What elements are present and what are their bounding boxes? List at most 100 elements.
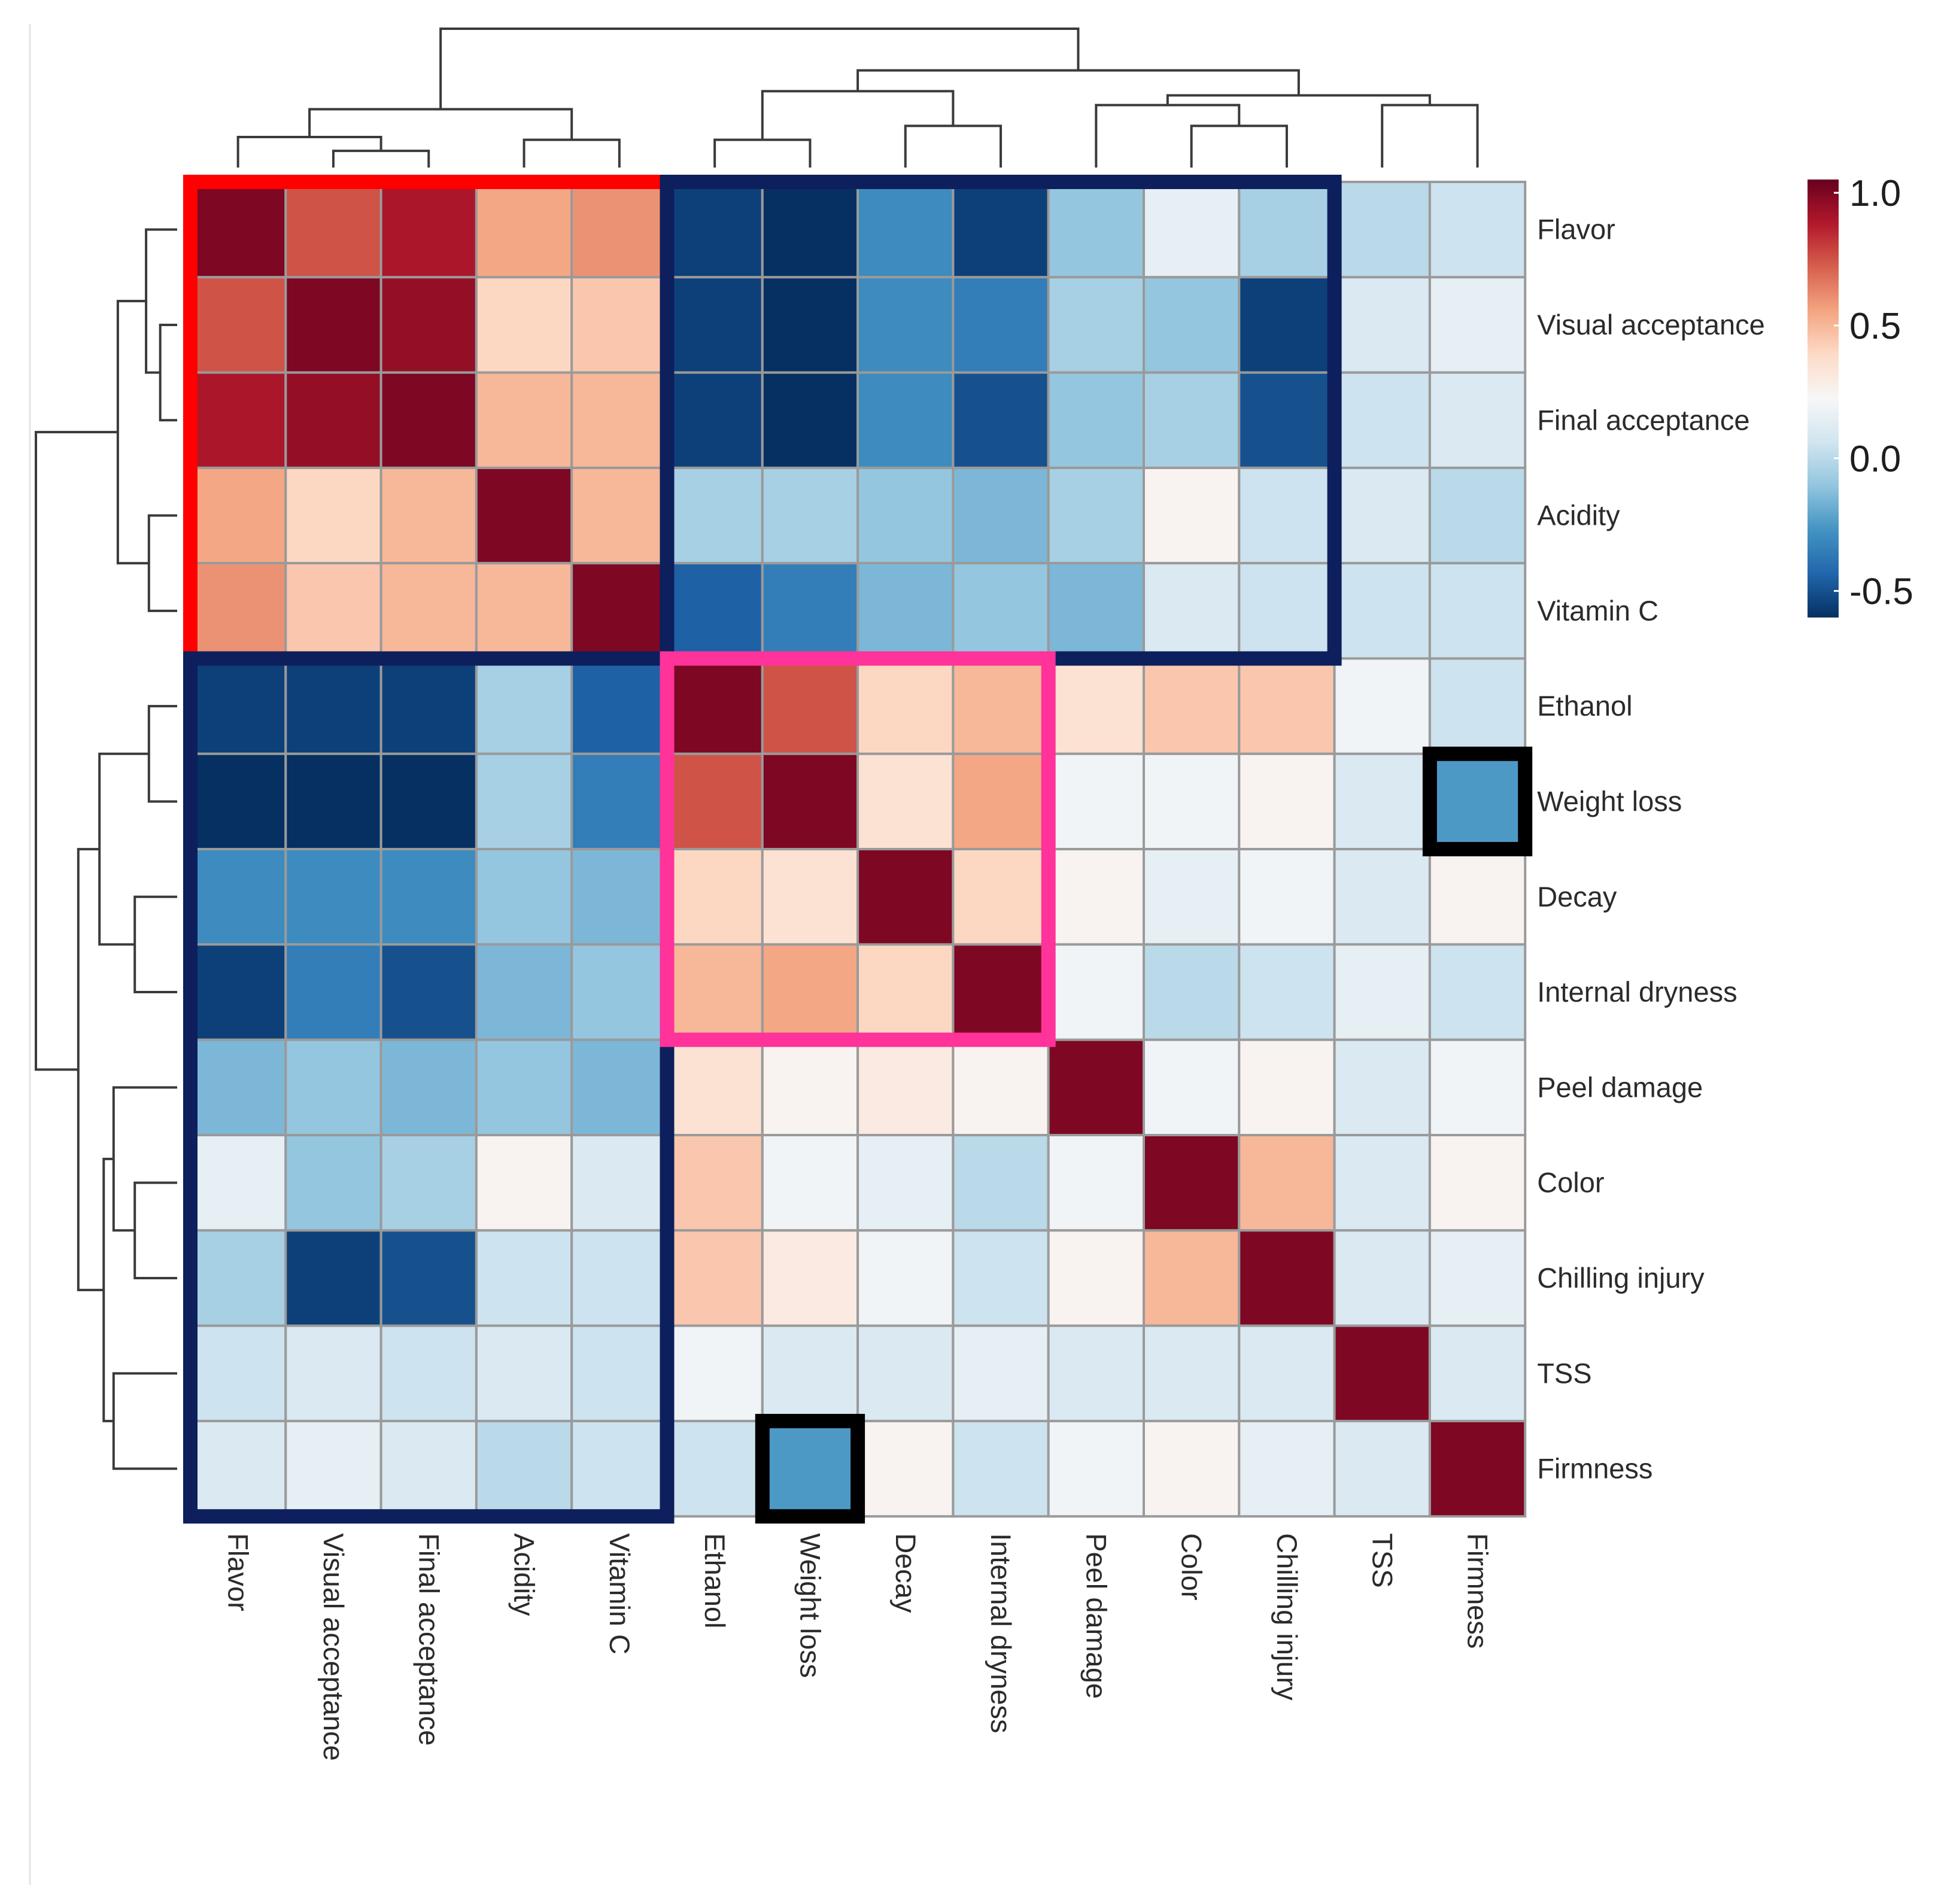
heatmap-cell-chilling-injury-x-final-acceptance — [379, 1229, 478, 1327]
row-label-chilling-injury: Chilling injury — [1537, 1262, 1705, 1294]
heatmap-cell-decay-x-vitamin-c — [570, 848, 669, 946]
heatmap-cell-internal-dryness-x-color — [1143, 943, 1241, 1041]
heatmap-cell-color-x-weight-loss — [761, 1134, 859, 1232]
heatmap-cell-final-acceptance-x-internal-dryness — [952, 371, 1050, 469]
row-label-ethanol: Ethanol — [1537, 690, 1632, 722]
heatmap-cell-firmness-x-acidity — [475, 1419, 573, 1518]
heatmap-cell-peel-damage-x-vitamin-c — [570, 1038, 669, 1136]
heatmap-cell-firmness-x-visual-acceptance — [284, 1419, 382, 1518]
heatmap-cell-visual-acceptance-x-acidity — [475, 276, 573, 374]
heatmap-cell-internal-dryness-x-firmness — [1428, 943, 1527, 1041]
heatmap-cell-visual-acceptance-x-internal-dryness — [952, 276, 1050, 374]
heatmap-cell-decay-x-firmness — [1428, 848, 1527, 946]
heatmap-cell-flavor-x-vitamin-c — [570, 181, 669, 279]
heatmap-cells — [189, 181, 1527, 1518]
heatmap-cell-internal-dryness-x-visual-acceptance — [284, 943, 382, 1041]
heatmap-cell-flavor-x-visual-acceptance — [284, 181, 382, 279]
heatmap-cell-weight-loss-x-peel-damage — [1047, 752, 1145, 851]
heatmap-cell-peel-damage-x-internal-dryness — [952, 1038, 1050, 1136]
heatmap-cell-firmness-x-firmness — [1428, 1419, 1527, 1518]
heatmap-cell-vitamin-c-x-flavor — [189, 562, 287, 660]
heatmap-cell-final-acceptance-x-final-acceptance — [379, 371, 478, 469]
heatmap-cell-internal-dryness-x-tss — [1333, 943, 1431, 1041]
heatmap-cell-acidity-x-final-acceptance — [379, 466, 478, 565]
heatmap-cell-tss-x-vitamin-c — [570, 1324, 669, 1422]
heatmap-cell-final-acceptance-x-weight-loss — [761, 371, 859, 469]
heatmap-cell-tss-x-internal-dryness — [952, 1324, 1050, 1422]
heatmap-cell-vitamin-c-x-internal-dryness — [952, 562, 1050, 660]
heatmap-cell-final-acceptance-x-vitamin-c — [570, 371, 669, 469]
heatmap-cell-tss-x-chilling-injury — [1238, 1324, 1336, 1422]
column-label-ethanol: Ethanol — [699, 1533, 731, 1628]
heatmap-cell-decay-x-chilling-injury — [1238, 848, 1336, 946]
column-label-weight-loss: Weight loss — [795, 1533, 827, 1678]
heatmap-cell-decay-x-peel-damage — [1047, 848, 1145, 946]
heatmap-cell-peel-damage-x-final-acceptance — [379, 1038, 478, 1136]
heatmap-cell-internal-dryness-x-chilling-injury — [1238, 943, 1336, 1041]
heatmap-cell-final-acceptance-x-tss — [1333, 371, 1431, 469]
heatmap-cell-final-acceptance-x-firmness — [1428, 371, 1527, 469]
heatmap-cell-decay-x-flavor — [189, 848, 287, 946]
heatmap-cell-flavor-x-tss — [1333, 181, 1431, 279]
heatmap-cell-weight-loss-x-final-acceptance — [379, 752, 478, 851]
heatmap-cell-chilling-injury-x-internal-dryness — [952, 1229, 1050, 1327]
heatmap-cell-acidity-x-weight-loss — [761, 466, 859, 565]
heatmap-cell-ethanol-x-decay — [856, 657, 955, 755]
heatmap-cell-internal-dryness-x-vitamin-c — [570, 943, 669, 1041]
heatmap-cell-chilling-injury-x-flavor — [189, 1229, 287, 1327]
heatmap-cell-vitamin-c-x-visual-acceptance — [284, 562, 382, 660]
heatmap-cell-vitamin-c-x-weight-loss — [761, 562, 859, 660]
heatmap-cell-visual-acceptance-x-decay — [856, 276, 955, 374]
heatmap-cell-flavor-x-acidity — [475, 181, 573, 279]
heatmap-cell-flavor-x-internal-dryness — [952, 181, 1050, 279]
row-label-internal-dryness: Internal dryness — [1537, 976, 1737, 1008]
column-label-tss: TSS — [1366, 1533, 1398, 1587]
heatmap-cell-decay-x-acidity — [475, 848, 573, 946]
heatmap-cell-internal-dryness-x-flavor — [189, 943, 287, 1041]
heatmap-cell-ethanol-x-firmness — [1428, 657, 1527, 755]
column-labels: Flavor Visual acceptance Final acceptance A… — [223, 1533, 1494, 1761]
colorbar-legend: 1.0 0.5 0.0 -0.5 — [1808, 173, 1913, 618]
heatmap-cell-ethanol-x-final-acceptance — [379, 657, 478, 755]
heatmap-cell-final-acceptance-x-color — [1143, 371, 1241, 469]
heatmap-cell-peel-damage-x-color — [1143, 1038, 1241, 1136]
heatmap-cell-vitamin-c-x-final-acceptance — [379, 562, 478, 660]
heatmap-cell-color-x-final-acceptance — [379, 1134, 478, 1232]
column-label-decay: Decay — [890, 1533, 922, 1613]
heatmap-cell-weight-loss-x-weight-loss — [761, 752, 859, 851]
heatmap-cell-ethanol-x-vitamin-c — [570, 657, 669, 755]
heatmap-cell-firmness-x-peel-damage — [1047, 1419, 1145, 1518]
heatmap-cell-color-x-vitamin-c — [570, 1134, 669, 1232]
heatmap-cell-internal-dryness-x-internal-dryness — [952, 943, 1050, 1041]
heatmap-cell-decay-x-weight-loss — [761, 848, 859, 946]
heatmap-cell-final-acceptance-x-acidity — [475, 371, 573, 469]
heatmap-cell-internal-dryness-x-weight-loss — [761, 943, 859, 1041]
heatmap-cell-peel-damage-x-weight-loss — [761, 1038, 859, 1136]
heatmap-cell-color-x-visual-acceptance — [284, 1134, 382, 1232]
heatmap-cell-vitamin-c-x-ethanol — [666, 562, 764, 660]
heatmap-cell-color-x-ethanol — [666, 1134, 764, 1232]
heatmap-cell-firmness-x-internal-dryness — [952, 1419, 1050, 1518]
heatmap-cell-tss-x-final-acceptance — [379, 1324, 478, 1422]
heatmap-cell-weight-loss-x-firmness — [1428, 752, 1527, 851]
heatmap-cell-color-x-firmness — [1428, 1134, 1527, 1232]
heatmap-cell-color-x-decay — [856, 1134, 955, 1232]
heatmap-cell-acidity-x-chilling-injury — [1238, 466, 1336, 565]
heatmap-cell-peel-damage-x-chilling-injury — [1238, 1038, 1336, 1136]
column-label-final-acceptance: Final acceptance — [413, 1533, 445, 1745]
row-label-acidity: Acidity — [1537, 500, 1620, 531]
heatmap-cell-visual-acceptance-x-color — [1143, 276, 1241, 374]
heatmap-cell-color-x-tss — [1333, 1134, 1431, 1232]
heatmap-cell-visual-acceptance-x-visual-acceptance — [284, 276, 382, 374]
heatmap-cell-chilling-injury-x-weight-loss — [761, 1229, 859, 1327]
heatmap-cell-tss-x-weight-loss — [761, 1324, 859, 1422]
heatmap-cell-weight-loss-x-internal-dryness — [952, 752, 1050, 851]
heatmap-cell-firmness-x-final-acceptance — [379, 1419, 478, 1518]
heatmap-cell-chilling-injury-x-ethanol — [666, 1229, 764, 1327]
heatmap-cell-color-x-chilling-injury — [1238, 1134, 1336, 1232]
heatmap-cell-ethanol-x-ethanol — [666, 657, 764, 755]
black-cell-box-firmness-weight-loss — [755, 1413, 865, 1524]
heatmap-cell-weight-loss-x-flavor — [189, 752, 287, 851]
heatmap-cell-tss-x-flavor — [189, 1324, 287, 1422]
